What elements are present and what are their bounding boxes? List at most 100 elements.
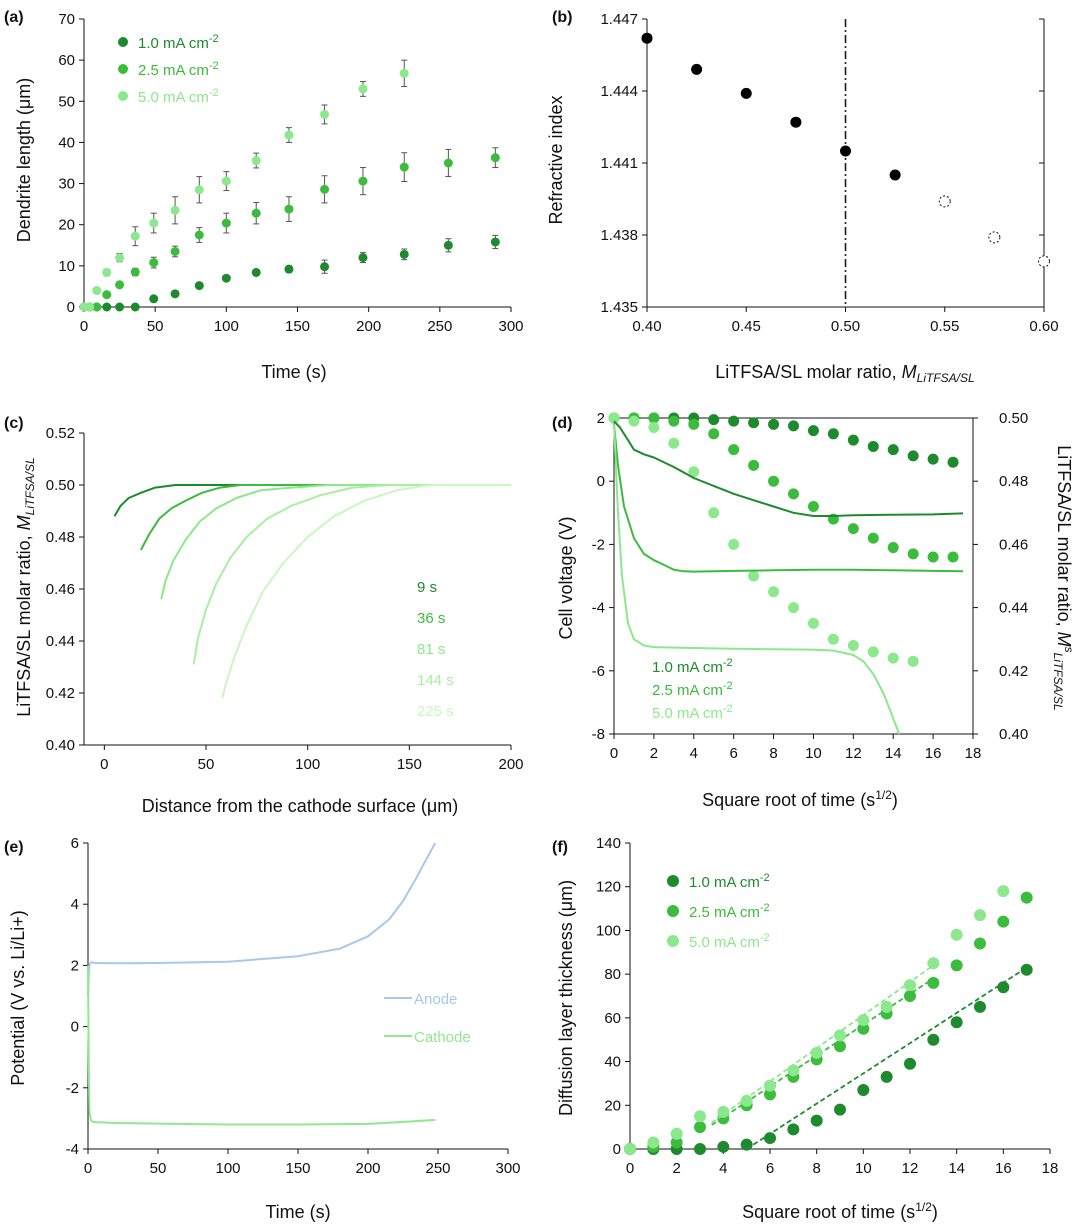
data-point bbox=[857, 1014, 870, 1027]
x-tick-label: 2 bbox=[650, 745, 658, 762]
data-point bbox=[827, 633, 839, 645]
data-point bbox=[443, 240, 453, 250]
tick-labels: 0 50 100 150 200 250 300 -4 -2 0 2 4 6 bbox=[66, 835, 521, 1177]
data-point bbox=[708, 507, 720, 519]
y-axis-label: Cell voltage (V) bbox=[556, 516, 576, 639]
data-point bbox=[194, 281, 204, 291]
data-point bbox=[840, 145, 851, 157]
legend-label: 5.0 mA cm bbox=[138, 89, 209, 106]
data-point bbox=[880, 1070, 893, 1083]
data-point bbox=[399, 162, 409, 172]
tick-labels: 0.40 0.45 0.50 0.55 0.60 1.435 1.438 1.441 1.444… bbox=[600, 11, 1058, 335]
data-point bbox=[102, 302, 112, 312]
legend-entry: 5.0 mA cm-2 bbox=[689, 932, 770, 951]
data-point bbox=[997, 885, 1010, 898]
y-axis-label-subscript: LiTFSA/SL bbox=[23, 457, 37, 515]
legend-entry: 1.0 mA cm-2 bbox=[689, 872, 770, 891]
data-point bbox=[728, 538, 740, 550]
data-point bbox=[748, 417, 760, 429]
data-point bbox=[867, 646, 879, 658]
fit-line bbox=[711, 964, 934, 1124]
x-tick-label: 50 bbox=[198, 756, 215, 773]
data-point bbox=[92, 286, 102, 296]
x-tick-label: 200 bbox=[355, 1160, 380, 1177]
data-point bbox=[834, 1029, 846, 1042]
data-point bbox=[708, 428, 720, 440]
x-axis-label-superscript: 1/2 bbox=[875, 788, 892, 802]
data-point bbox=[641, 32, 653, 44]
x-tick-label: 8 bbox=[812, 1160, 820, 1177]
data-point bbox=[927, 1033, 940, 1046]
x-axis-label-symbol: M bbox=[902, 362, 917, 382]
x-axis-label-end: ) bbox=[932, 1202, 938, 1222]
data-point bbox=[880, 1000, 893, 1013]
tick-labels: 0 50 100 150 200 0.40 0.42 0.44 0.46 0.48 0.50 0.52 bbox=[46, 425, 524, 773]
y-tick-label: 6 bbox=[71, 835, 79, 852]
data-point bbox=[867, 440, 879, 452]
data-point bbox=[149, 294, 159, 304]
legend-label: 1.0 mA cm bbox=[689, 874, 760, 891]
legend-marker bbox=[118, 64, 128, 74]
x-tick-label: 150 bbox=[285, 318, 310, 335]
data-point bbox=[115, 280, 125, 290]
data-point bbox=[904, 1057, 916, 1070]
data-point bbox=[694, 1110, 706, 1123]
x-axis-label-text: LiTFSA/SL molar ratio, bbox=[715, 362, 901, 382]
y-axis-label-symbol: M bbox=[14, 515, 34, 530]
data-point bbox=[974, 1000, 986, 1013]
y-tick-label: 20 bbox=[58, 217, 75, 234]
y-tick-label: 1.444 bbox=[600, 83, 638, 100]
data-point bbox=[358, 253, 368, 263]
legend-label: 1.0 mA cm bbox=[138, 35, 209, 52]
panel-d: (d) 0 2 4 6 8 10 12 14 16 18 -8 -6 -4 -2 0 2 0.40 0.42 0.4… bbox=[552, 410, 1076, 810]
legend: 1.0 mA cm-2 2.5 mA cm-2 5.0 mA cm-2 bbox=[118, 33, 219, 106]
tick-labels: 0 2 4 6 8 10 12 14 16 18 -8 -6 -4 -2 0 2 0.40 0.42 0.44 0.4… bbox=[592, 410, 1029, 762]
data-point bbox=[130, 267, 140, 277]
x-tick-label: 6 bbox=[729, 745, 737, 762]
panel-label: (f) bbox=[552, 839, 568, 856]
x-tick-label: 16 bbox=[925, 745, 942, 762]
data-point bbox=[997, 915, 1010, 928]
legend-entry: Cathode bbox=[414, 1029, 471, 1046]
y-tick-label: -8 bbox=[592, 726, 605, 743]
y-tick-label: 80 bbox=[604, 966, 621, 983]
data-point bbox=[827, 428, 839, 440]
data-point bbox=[764, 1079, 776, 1092]
data-point bbox=[608, 412, 620, 424]
data-point bbox=[221, 218, 231, 228]
data-point bbox=[847, 523, 859, 535]
data-point bbox=[950, 1016, 963, 1029]
legend-label: 2.5 mA cm bbox=[652, 682, 723, 699]
data-point bbox=[320, 184, 330, 194]
data-point bbox=[320, 262, 330, 272]
legend-entry: 2.5 mA cm-2 bbox=[138, 60, 219, 79]
legend-entry: 1.0 mA cm-2 bbox=[138, 33, 219, 52]
data-point bbox=[740, 1138, 753, 1151]
y-tick-label: 0 bbox=[613, 1141, 621, 1158]
data-point bbox=[857, 1083, 870, 1096]
legend-marker bbox=[667, 875, 679, 887]
data-point bbox=[764, 1088, 776, 1101]
data-point bbox=[194, 185, 204, 195]
data-point bbox=[647, 1136, 660, 1149]
y-tick-label: 60 bbox=[58, 52, 75, 69]
legend-label: 2.5 mA cm bbox=[689, 904, 760, 921]
data-point bbox=[787, 1064, 800, 1077]
y-tick-label: 0.50 bbox=[46, 477, 75, 494]
data-point bbox=[748, 570, 760, 582]
x-tick-label: 14 bbox=[948, 1160, 965, 1177]
data-point bbox=[997, 981, 1010, 994]
y2-tick-label: 0.40 bbox=[999, 726, 1028, 743]
data-point bbox=[624, 1143, 636, 1155]
legend-superscript: -2 bbox=[760, 902, 770, 914]
data-point bbox=[748, 459, 760, 471]
data-point bbox=[149, 258, 159, 268]
x-tick-label: 250 bbox=[427, 318, 452, 335]
x-tick-label: 300 bbox=[498, 318, 523, 335]
y-tick-label: -2 bbox=[592, 536, 605, 553]
data-point bbox=[907, 548, 919, 560]
y-tick-label: 40 bbox=[604, 1054, 621, 1071]
series-line bbox=[221, 484, 511, 699]
legend-entry: 5.0 mA cm-2 bbox=[138, 87, 219, 106]
data-point bbox=[648, 421, 660, 433]
